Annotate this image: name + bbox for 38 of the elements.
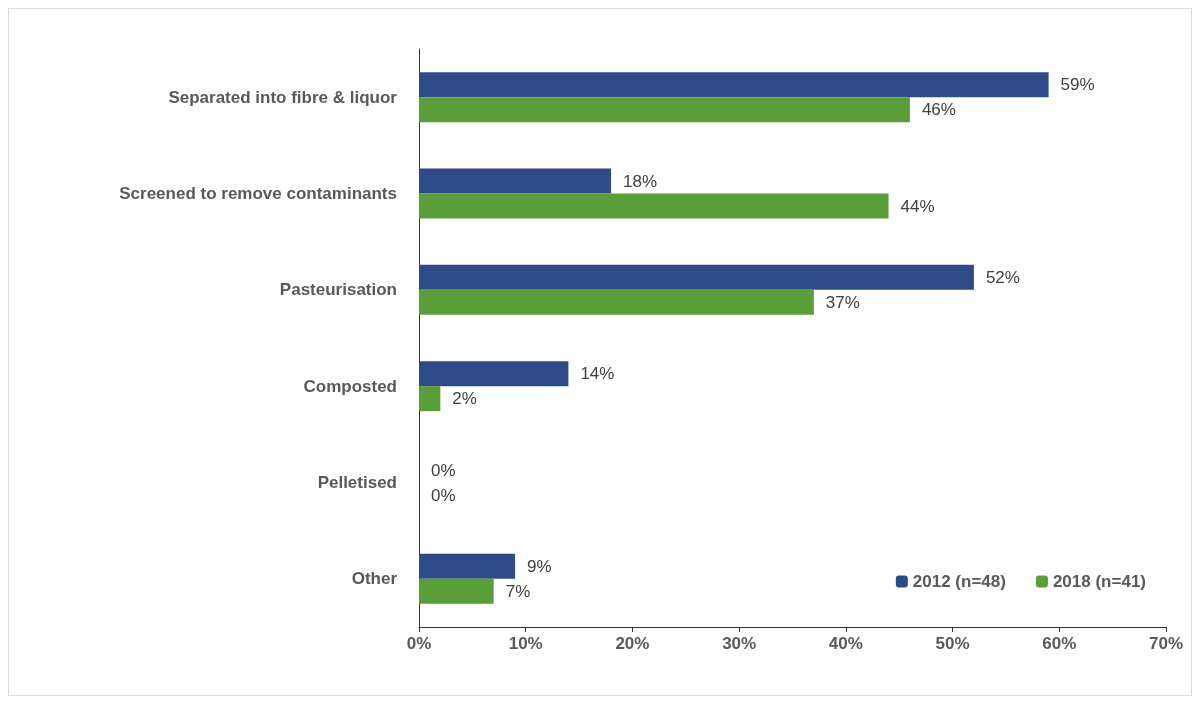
y-tick-label: Composted xyxy=(303,376,397,396)
bar xyxy=(419,386,441,412)
x-tick-label: 20% xyxy=(615,634,650,653)
x-tick-label: 40% xyxy=(828,634,863,653)
legend-label: 2012 (n=48) xyxy=(912,572,1006,591)
data-label: 37% xyxy=(825,292,860,312)
y-tick-label: Separated into fibre & liquor xyxy=(168,87,398,107)
bar xyxy=(419,168,612,194)
x-tick-label: 0% xyxy=(406,634,432,653)
data-label: 0% xyxy=(431,460,456,480)
bar xyxy=(419,553,516,579)
bar xyxy=(419,264,974,290)
data-label: 9% xyxy=(527,556,552,576)
legend-label: 2018 (n=41) xyxy=(1052,572,1147,591)
bar xyxy=(419,578,494,604)
data-label: 2% xyxy=(452,389,477,409)
data-label: 7% xyxy=(505,581,531,601)
y-tick-label: Pelletised xyxy=(317,473,397,492)
x-tick-label: 10% xyxy=(508,634,543,653)
data-label: 52% xyxy=(985,267,1020,287)
data-label: 14% xyxy=(580,364,615,384)
y-tick-label: Pasteurisation xyxy=(279,280,397,300)
bar xyxy=(419,361,569,387)
x-tick-label: 30% xyxy=(722,634,757,653)
bar xyxy=(419,289,814,315)
bar xyxy=(419,72,1049,98)
y-tick-label: Other xyxy=(351,569,398,589)
y-tick-label: Screened to remove contaminants xyxy=(119,184,397,203)
x-tick-label: 70% xyxy=(1148,634,1184,653)
x-tick-label: 60% xyxy=(1042,634,1077,653)
data-label: 46% xyxy=(921,100,956,120)
data-label: 44% xyxy=(900,196,935,216)
bar xyxy=(419,97,910,123)
data-label: 0% xyxy=(431,485,456,505)
data-label: 59% xyxy=(1060,75,1095,95)
x-tick-label: 50% xyxy=(935,634,970,653)
bar xyxy=(419,193,889,219)
data-label: 18% xyxy=(623,171,658,191)
